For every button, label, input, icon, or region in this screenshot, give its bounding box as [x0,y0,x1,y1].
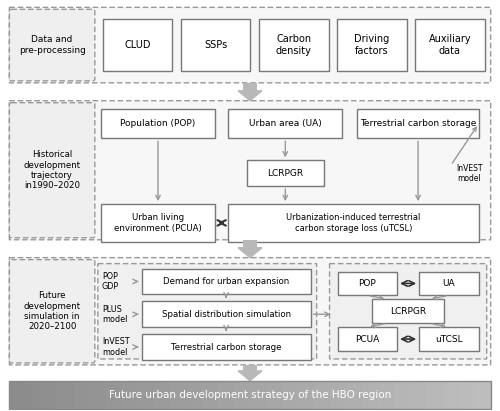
Text: LCRPGR: LCRPGR [267,169,304,178]
Text: Urban area (UA): Urban area (UA) [249,119,322,128]
Bar [26,381,42,409]
Text: uTCSL: uTCSL [435,335,462,344]
Text: POP: POP [358,279,376,288]
Bar [259,19,328,71]
Text: Terrestrial carbon storage: Terrestrial carbon storage [360,119,476,128]
Polygon shape [238,371,262,381]
Bar [243,83,257,91]
Bar [338,327,397,351]
Bar [122,381,138,409]
FancyBboxPatch shape [10,260,95,363]
Bar [314,381,331,409]
FancyBboxPatch shape [10,101,490,240]
Text: PLUS
model: PLUS model [102,305,127,324]
Text: Historical
development
trajectory
in1990–2020: Historical development trajectory in1990… [24,150,80,190]
Text: CLUD: CLUD [124,40,151,50]
Text: Spatial distribution simulation: Spatial distribution simulation [162,310,290,319]
Text: PCUA: PCUA [355,335,380,344]
Bar [90,381,106,409]
Text: Urban living
environment (PCUA): Urban living environment (PCUA) [114,213,202,233]
Bar [266,381,283,409]
Bar [218,381,235,409]
Bar [202,381,219,409]
Bar [106,381,122,409]
Text: Terrestrial carbon storage: Terrestrial carbon storage [171,342,281,351]
Text: SSPs: SSPs [204,40,228,50]
Bar [362,381,380,409]
Text: Auxiliary
data: Auxiliary data [428,34,471,56]
Text: Driving
factors: Driving factors [354,34,390,56]
Bar [358,109,478,139]
Bar [338,272,397,296]
Bar [246,160,324,186]
Bar [42,381,58,409]
Bar [410,381,428,409]
Text: Carbon
density: Carbon density [276,34,312,56]
Bar [142,334,310,360]
FancyBboxPatch shape [10,7,490,83]
FancyBboxPatch shape [10,103,95,238]
Polygon shape [238,91,262,101]
Text: LCRPGR: LCRPGR [390,307,426,316]
Bar [243,240,257,248]
Bar [10,381,490,409]
Bar [442,381,460,409]
Text: Urbanization-induced terrestrial
carbon storage loss (uTCSL): Urbanization-induced terrestrial carbon … [286,213,420,233]
Bar [243,365,257,371]
Bar [142,301,310,327]
Text: Future
development
simulation in
2020–2100: Future development simulation in 2020–21… [24,291,80,331]
Text: InVEST
model: InVEST model [456,164,482,183]
Bar [101,109,215,139]
Bar [337,19,406,71]
Bar [474,381,492,409]
Bar [58,381,74,409]
Text: UA: UA [442,279,455,288]
Bar [372,299,444,323]
FancyBboxPatch shape [330,263,486,359]
Text: POP
GDP: POP GDP [102,272,119,291]
Bar [330,381,347,409]
Text: Demand for urban expansion: Demand for urban expansion [163,277,290,286]
Bar [186,381,203,409]
Bar [419,272,478,296]
FancyBboxPatch shape [10,9,95,81]
Bar [101,204,215,242]
Bar [419,327,478,351]
Bar [170,381,187,409]
Text: InVEST
model: InVEST model [102,337,130,357]
Bar [74,381,90,409]
Bar [346,381,364,409]
Polygon shape [238,248,262,258]
Bar [138,381,154,409]
Bar [181,19,250,71]
Text: Data and
pre-processing: Data and pre-processing [18,35,86,55]
Text: Population (POP): Population (POP) [120,119,196,128]
Bar [415,19,484,71]
Bar [10,381,26,409]
Bar [298,381,315,409]
Bar [250,381,267,409]
Bar [234,381,251,409]
Bar [103,19,172,71]
Bar [228,204,478,242]
Bar [282,381,299,409]
Bar [378,381,396,409]
FancyBboxPatch shape [98,263,316,359]
Text: Future urban development strategy of the HBO region: Future urban development strategy of the… [109,390,391,400]
Bar [394,381,411,409]
Bar [228,109,342,139]
Bar [426,381,444,409]
Bar [142,268,310,294]
FancyBboxPatch shape [10,258,490,365]
Bar [154,381,171,409]
Bar [458,381,475,409]
